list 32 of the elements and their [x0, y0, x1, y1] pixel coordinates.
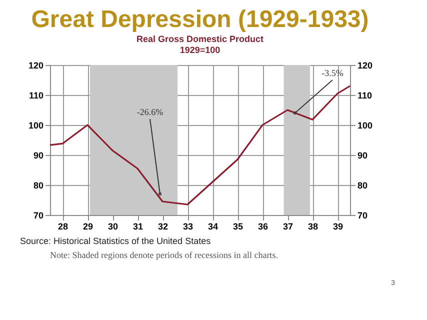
x-tick-label: 38 [308, 222, 318, 232]
y-tick-label: 80 [33, 180, 44, 190]
y-tick-label: 110 [28, 90, 44, 100]
y2-tick-label: 80 [358, 180, 368, 190]
text: 1929=100 [180, 45, 220, 55]
y-tick-label: 90 [33, 150, 44, 160]
y2-tick-label: 110 [358, 90, 372, 100]
x-tick-label: 35 [232, 222, 244, 232]
chart-title: Great Depression (1929-1933) [31, 6, 369, 33]
text: Real Gross Domestic Product [136, 34, 264, 44]
y-tick-label: 70 [33, 210, 44, 220]
annotation: -26.6% [136, 107, 164, 117]
y2-tick-label: 120 [358, 60, 373, 70]
x-tick-label: 33 [182, 222, 194, 232]
x-tick-label: 28 [58, 222, 68, 232]
y2-tick-label: 100 [358, 120, 373, 130]
y-tick-label: 120 [28, 60, 44, 70]
x-tick-label: 39 [332, 222, 344, 232]
y2-tick-label: 70 [358, 210, 368, 220]
source-note: Source: Historical Statistics of the United States [20, 236, 212, 246]
x-tick-label: 29 [82, 222, 94, 232]
x-tick-label: 34 [208, 222, 218, 232]
x-tick-label: 30 [108, 222, 118, 232]
annotation: -3.5% [322, 68, 344, 78]
x-tick-label: 37 [282, 222, 294, 232]
x-tick-label: 36 [258, 222, 268, 232]
y2-tick-label: 90 [358, 150, 368, 160]
x-tick-label: 32 [158, 222, 168, 232]
x-tick-label: 31 [132, 222, 144, 232]
y-tick-label: 100 [28, 120, 44, 130]
text: Note: Shaded regions denote periods of recessions in all charts. [50, 250, 278, 260]
line-series [49, 85, 351, 206]
